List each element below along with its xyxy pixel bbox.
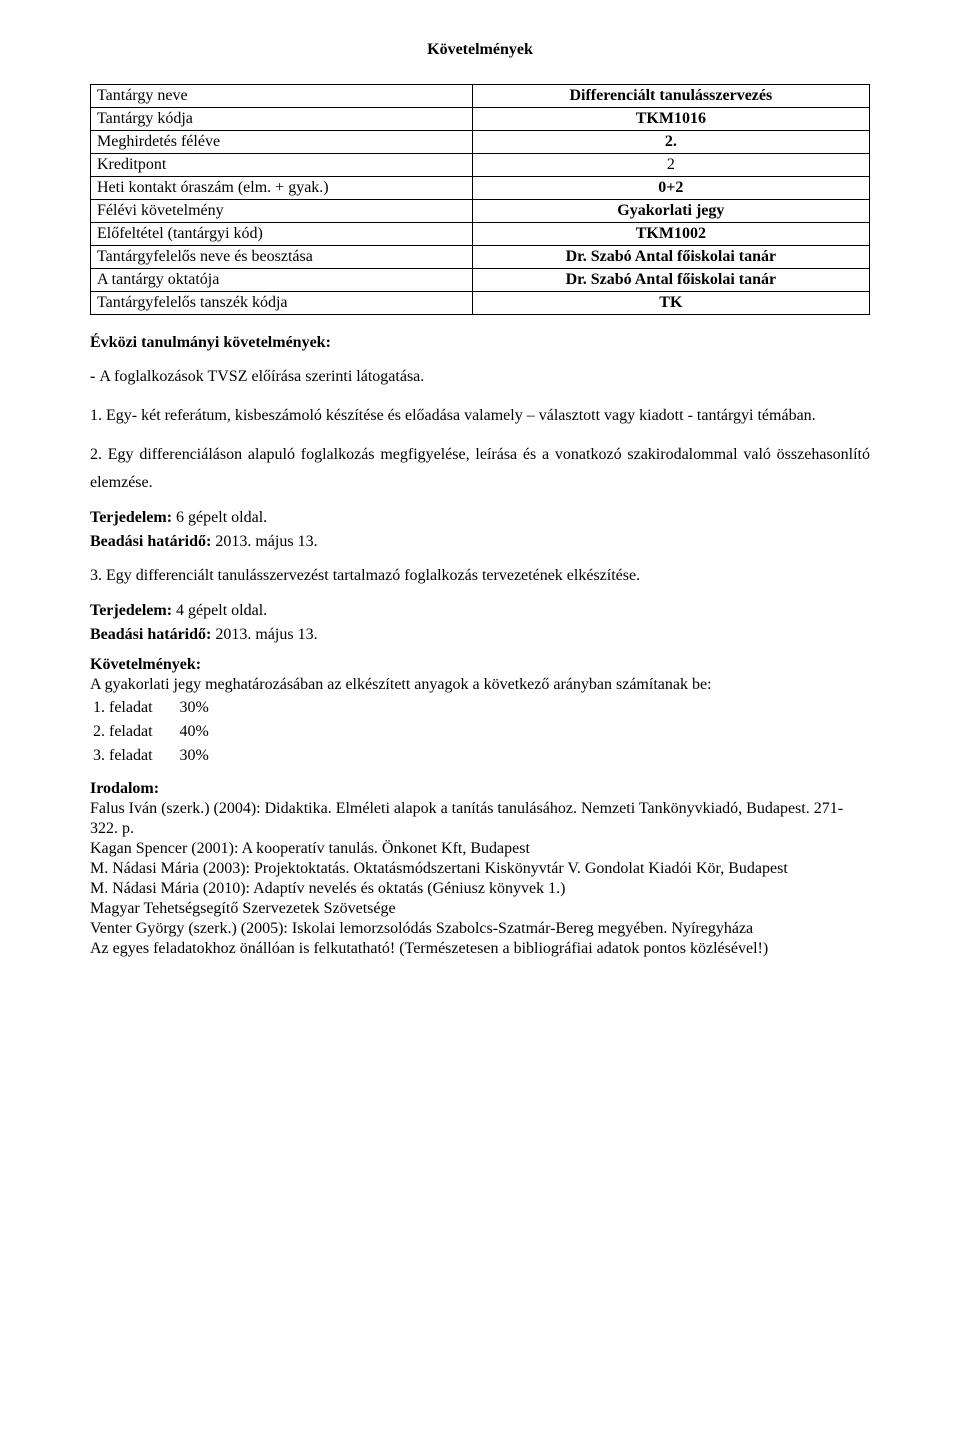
table-row: Tantárgyfelelős neve és beosztása Dr. Sz… <box>91 246 870 269</box>
meta-label: Előfeltétel (tantárgyi kód) <box>91 223 473 246</box>
table-row: Meghirdetés féléve 2. <box>91 131 870 154</box>
bib-entry: Kagan Spencer (2001): A kooperatív tanul… <box>90 839 870 859</box>
beadas-label: Beadási határidő: <box>90 626 215 643</box>
bib-note: Az egyes feladatokhoz önállóan is felkut… <box>90 939 870 959</box>
meta-value: Gyakorlati jegy <box>472 200 869 223</box>
meta-label: Tantárgyfelelős tanszék kódja <box>91 292 473 315</box>
table-row: Tantárgy kódja TKM1016 <box>91 108 870 131</box>
task-pct: 40% <box>179 721 233 743</box>
meta-label: Tantárgy kódja <box>91 108 473 131</box>
kovetelmenyek-block: Követelmények: A gyakorlati jegy meghatá… <box>90 655 870 769</box>
task-row: 2. feladat 40% <box>92 721 233 743</box>
intro-bullet-text: A foglalkozások TVSZ előírása szerinti l… <box>99 368 424 385</box>
table-row: Tantárgy neve Differenciált tanulásszerv… <box>91 85 870 108</box>
meta-value: TKM1002 <box>472 223 869 246</box>
meta-table: Tantárgy neve Differenciált tanulásszerv… <box>90 84 870 315</box>
task-pct: 30% <box>179 697 233 719</box>
item2-beadas: Beadási határidő: 2013. május 13. <box>90 532 870 552</box>
section-heading-evk: Évközi tanulmányi követelmények: <box>90 333 870 353</box>
task-name: 3. feladat <box>92 745 177 767</box>
bib-entry: M. Nádasi Mária (2003): Projektoktatás. … <box>90 859 870 879</box>
meta-value: TKM1016 <box>472 108 869 131</box>
task-name: 1. feladat <box>92 697 177 719</box>
task-row: 3. feladat 30% <box>92 745 233 767</box>
item-3: 3. Egy differenciált tanulásszervezést t… <box>90 562 870 591</box>
table-row: Kreditpont 2 <box>91 154 870 177</box>
table-row: Heti kontakt óraszám (elm. + gyak.) 0+2 <box>91 177 870 200</box>
beadas-value: 2013. május 13. <box>215 626 317 643</box>
meta-label: Félévi követelmény <box>91 200 473 223</box>
page-title: Követelmények <box>90 40 870 60</box>
item2-terjedelem: Terjedelem: 6 gépelt oldal. <box>90 508 870 528</box>
meta-value: 0+2 <box>472 177 869 200</box>
meta-label: Tantárgy neve <box>91 85 473 108</box>
item-2: 2. Egy differenciáláson alapuló foglalko… <box>90 441 870 499</box>
meta-label: Kreditpont <box>91 154 473 177</box>
meta-value: 2 <box>472 154 869 177</box>
terjedelem-label: Terjedelem: <box>90 602 176 619</box>
item3-terjedelem: Terjedelem: 4 gépelt oldal. <box>90 601 870 621</box>
meta-value: 2. <box>472 131 869 154</box>
beadas-value: 2013. május 13. <box>215 533 317 550</box>
meta-value: Dr. Szabó Antal főiskolai tanár <box>472 269 869 292</box>
table-row: A tantárgy oktatója Dr. Szabó Antal főis… <box>91 269 870 292</box>
irodalom-heading: Irodalom: <box>90 779 870 799</box>
page: Követelmények Tantárgy neve Differenciál… <box>0 0 960 1432</box>
item3-beadas: Beadási határidő: 2013. május 13. <box>90 625 870 645</box>
meta-value: Differenciált tanulásszervezés <box>472 85 869 108</box>
task-row: 1. feladat 30% <box>92 697 233 719</box>
terjedelem-value: 6 gépelt oldal. <box>176 509 267 526</box>
meta-label: Tantárgyfelelős neve és beosztása <box>91 246 473 269</box>
meta-label: Heti kontakt óraszám (elm. + gyak.) <box>91 177 473 200</box>
meta-label: Meghirdetés féléve <box>91 131 473 154</box>
bib-entry: M. Nádasi Mária (2010): Adaptív nevelés … <box>90 879 870 899</box>
table-row: Előfeltétel (tantárgyi kód) TKM1002 <box>91 223 870 246</box>
task-pct: 30% <box>179 745 233 767</box>
table-row: Félévi követelmény Gyakorlati jegy <box>91 200 870 223</box>
kovetelmenyek-heading: Követelmények: <box>90 655 870 675</box>
meta-value: TK <box>472 292 869 315</box>
tasks-table: 1. feladat 30% 2. feladat 40% 3. feladat… <box>90 695 235 769</box>
bib-entry: Magyar Tehetségsegítő Szervezetek Szövet… <box>90 899 870 919</box>
irodalom-block: Irodalom: Falus Iván (szerk.) (2004): Di… <box>90 779 870 959</box>
bib-entry: Falus Iván (szerk.) (2004): Didaktika. E… <box>90 799 870 839</box>
bib-entry: Venter György (szerk.) (2005): Iskolai l… <box>90 919 870 939</box>
beadas-label: Beadási határidő: <box>90 533 215 550</box>
terjedelem-value: 4 gépelt oldal. <box>176 602 267 619</box>
task-name: 2. feladat <box>92 721 177 743</box>
meta-value: Dr. Szabó Antal főiskolai tanár <box>472 246 869 269</box>
terjedelem-label: Terjedelem: <box>90 509 176 526</box>
item-1: 1. Egy- két referátum, kisbeszámoló kész… <box>90 402 870 431</box>
table-row: Tantárgyfelelős tanszék kódja TK <box>91 292 870 315</box>
kovetelmenyek-text: A gyakorlati jegy meghatározásában az el… <box>90 675 870 695</box>
bullet-prefix: - <box>90 368 99 385</box>
meta-label: A tantárgy oktatója <box>91 269 473 292</box>
intro-bullet: - A foglalkozások TVSZ előírása szerinti… <box>90 363 870 392</box>
